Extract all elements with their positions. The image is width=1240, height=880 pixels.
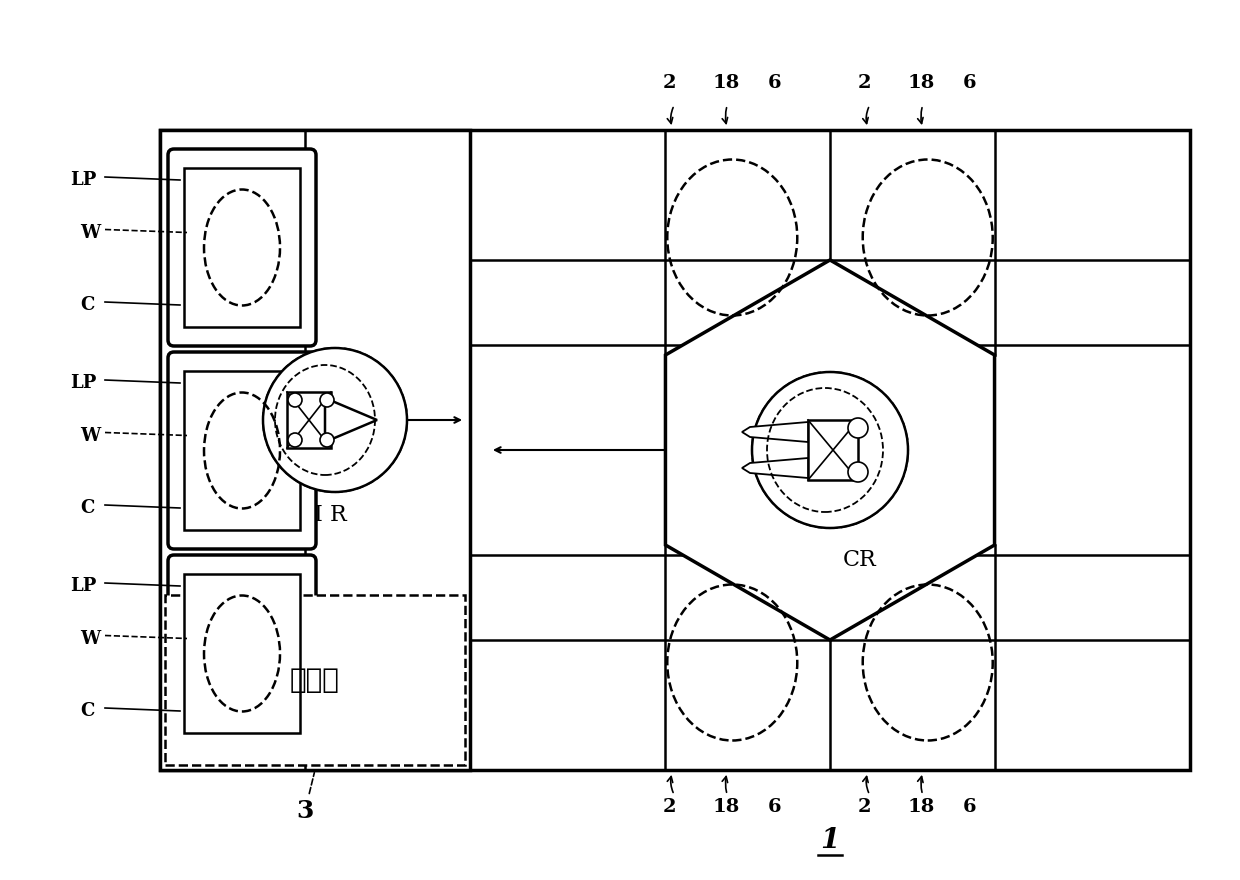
Polygon shape [325,398,377,442]
Ellipse shape [751,372,908,528]
Bar [808,420,858,480]
Text: W: W [81,224,100,241]
Text: 18: 18 [712,74,739,92]
Circle shape [848,418,868,438]
Circle shape [751,372,908,528]
Circle shape [320,393,334,407]
Text: 3: 3 [296,773,315,823]
Text: 6: 6 [962,74,976,92]
Text: C: C [81,296,94,314]
Circle shape [288,393,303,407]
Text: CR: CR [843,549,877,571]
Bar [184,168,300,327]
Text: LP: LP [69,577,97,595]
Ellipse shape [263,348,407,492]
Bar [165,595,465,765]
Text: LP: LP [69,374,97,392]
Polygon shape [666,260,994,640]
Text: C: C [81,702,94,720]
Text: I R: I R [314,504,346,526]
Circle shape [320,433,334,447]
Bar [160,130,1190,770]
Circle shape [288,433,303,447]
Text: 6: 6 [768,74,781,92]
FancyBboxPatch shape [167,149,316,346]
Text: 2: 2 [858,798,872,816]
Text: 18: 18 [908,74,935,92]
Circle shape [263,348,407,492]
Bar [184,574,300,733]
Bar [184,371,300,530]
Text: 2: 2 [858,74,872,92]
Text: 控制器: 控制器 [290,666,340,694]
Polygon shape [742,458,808,478]
Text: W: W [81,427,100,444]
Text: C: C [81,499,94,517]
Polygon shape [742,422,808,442]
Text: 18: 18 [712,798,739,816]
FancyBboxPatch shape [167,555,316,752]
Text: W: W [81,629,100,648]
Text: 6: 6 [962,798,976,816]
Text: 6: 6 [768,798,781,816]
Text: 18: 18 [908,798,935,816]
Bar [160,130,470,770]
Text: 2: 2 [662,798,676,816]
FancyBboxPatch shape [167,352,316,549]
Circle shape [848,462,868,482]
Text: 2: 2 [662,74,676,92]
Text: LP: LP [69,171,97,189]
Text: 1: 1 [821,826,839,854]
Bar [286,392,331,448]
